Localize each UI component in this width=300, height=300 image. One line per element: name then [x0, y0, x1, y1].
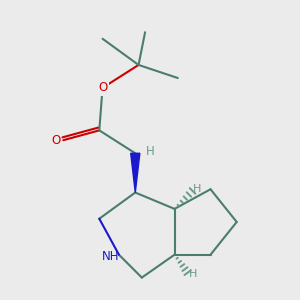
Text: O: O	[98, 81, 107, 94]
Text: O: O	[52, 134, 61, 147]
Text: NH: NH	[102, 250, 119, 263]
Text: H: H	[193, 184, 202, 194]
Text: H: H	[189, 269, 198, 279]
Polygon shape	[131, 153, 140, 193]
Text: H: H	[146, 145, 154, 158]
